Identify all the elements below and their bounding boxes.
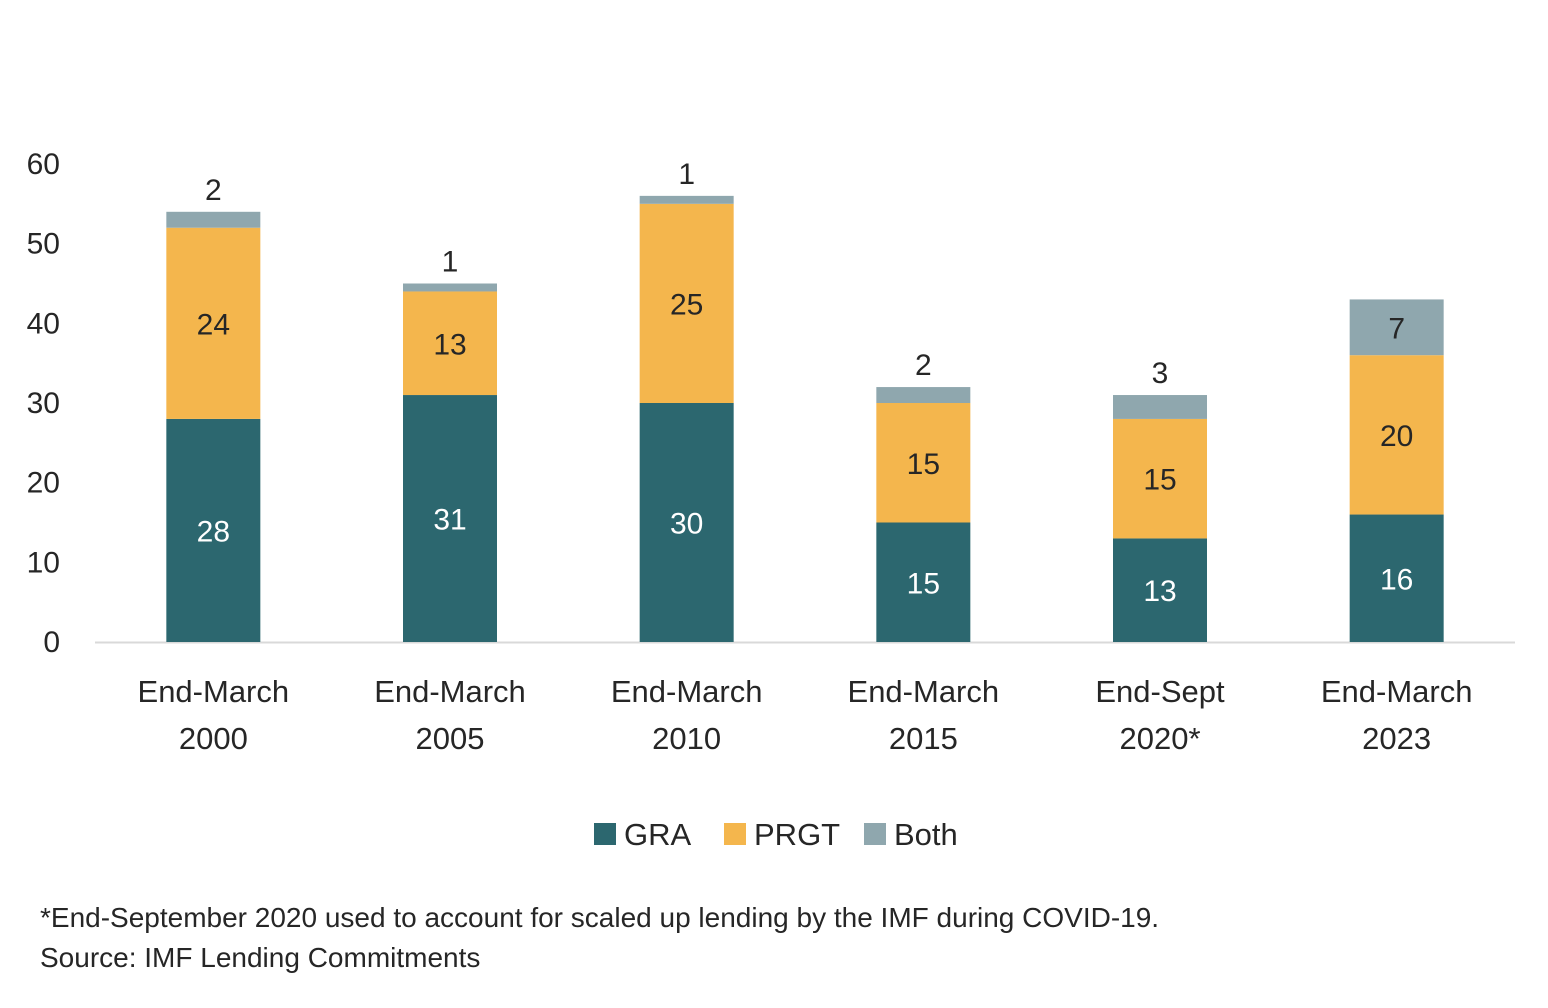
bar-segment-both xyxy=(403,283,497,292)
x-tick-label: End-March xyxy=(374,674,526,709)
data-label-prgt: 20 xyxy=(1380,420,1413,453)
data-label-prgt: 15 xyxy=(907,448,940,481)
data-label-both: 2 xyxy=(205,174,222,207)
bar-segment-gra xyxy=(403,395,497,642)
y-axis: 0 10 20 30 40 50 60 xyxy=(27,148,1515,659)
y-tick-label: 20 xyxy=(27,467,60,500)
data-label-gra: 31 xyxy=(433,504,466,537)
x-tick-label: 2023 xyxy=(1362,721,1431,756)
bar-segment-gra xyxy=(639,403,734,642)
y-tick-label: 40 xyxy=(27,307,60,340)
bar-segment-prgt xyxy=(876,403,971,523)
footnote-text: *End-September 2020 used to account for … xyxy=(40,902,1160,933)
bar-segment-gra xyxy=(1113,538,1207,642)
bar-segment-prgt xyxy=(639,203,734,403)
bar-segment-both xyxy=(639,195,734,204)
data-label-prgt: 15 xyxy=(1143,464,1176,497)
bar-segment-prgt xyxy=(403,291,497,396)
data-label-prgt: 13 xyxy=(433,328,466,361)
bar-segment-both xyxy=(1349,299,1444,356)
bar-segment-gra xyxy=(876,522,971,642)
legend-swatch-gra xyxy=(594,823,616,845)
x-tick-label: End-March xyxy=(611,674,763,709)
data-label-gra: 30 xyxy=(670,508,703,541)
legend-label-both: Both xyxy=(894,817,958,852)
bar-segment-both xyxy=(1113,395,1207,419)
data-label-both: 1 xyxy=(678,158,695,191)
data-label-gra: 15 xyxy=(907,567,940,600)
data-label-both: 1 xyxy=(442,246,459,279)
x-tick-label: End-Sept xyxy=(1095,674,1225,709)
data-label-gra: 13 xyxy=(1143,575,1176,608)
y-tick-label: 50 xyxy=(27,228,60,261)
source-text: Source: IMF Lending Commitments xyxy=(40,942,481,973)
legend-label-prgt: PRGT xyxy=(754,817,840,852)
y-tick-label: 60 xyxy=(27,148,60,181)
x-tick-label: 2005 xyxy=(416,721,485,756)
y-tick-label: 10 xyxy=(27,546,60,579)
bar-segment-both xyxy=(166,211,261,228)
footnotes: *End-September 2020 used to account for … xyxy=(40,898,1520,978)
bar-segment-prgt xyxy=(1113,418,1207,539)
data-label-both: 3 xyxy=(1152,357,1169,390)
legend-label-gra: GRA xyxy=(624,817,692,852)
data-label-prgt: 24 xyxy=(197,308,230,341)
data-label-gra: 28 xyxy=(197,515,230,548)
x-axis: End-March 2000 End-March 2005 End-March 2010 E… xyxy=(138,674,1473,756)
data-label-both: 2 xyxy=(915,349,932,382)
y-tick-label: 30 xyxy=(27,387,60,420)
data-label-both: 7 xyxy=(1388,312,1405,345)
data-label-gra: 16 xyxy=(1380,563,1413,596)
x-tick-label: 2010 xyxy=(652,721,721,756)
legend: GRA PRGT Both xyxy=(594,817,958,852)
x-tick-label: End-March xyxy=(1321,674,1473,709)
x-tick-label: End-March xyxy=(848,674,1000,709)
y-tick-label: 0 xyxy=(43,626,60,659)
bar-segment-gra xyxy=(166,418,261,642)
legend-swatch-both xyxy=(864,823,886,845)
x-tick-label: 2015 xyxy=(889,721,958,756)
bars: 28 24 2 31 13 1 30 25 1 15 15 2 13 15 3 16 20 7 xyxy=(166,158,1444,642)
data-label-prgt: 25 xyxy=(670,288,703,321)
bar-segment-gra xyxy=(1349,514,1444,642)
x-tick-label: 2020* xyxy=(1119,721,1200,756)
x-tick-label: End-March xyxy=(138,674,290,709)
x-tick-label: 2000 xyxy=(179,721,248,756)
bar-segment-both xyxy=(876,387,971,403)
legend-swatch-prgt xyxy=(724,823,746,845)
bar-segment-prgt xyxy=(1349,355,1444,515)
bar-segment-prgt xyxy=(166,227,261,419)
